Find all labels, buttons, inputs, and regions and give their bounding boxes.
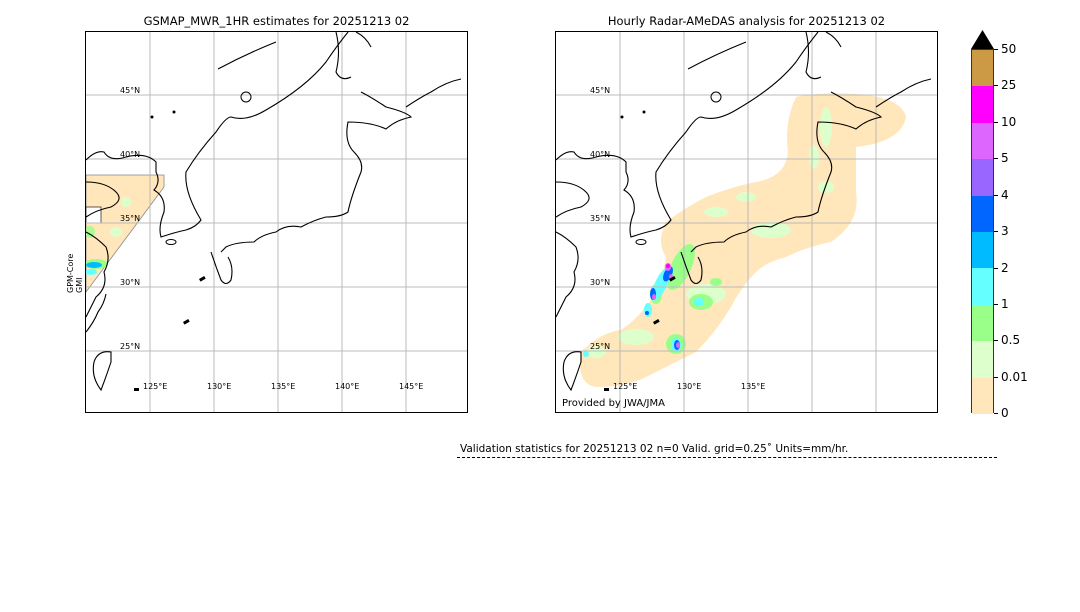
data-provider-credit: Provided by JWA/JMA <box>562 398 665 409</box>
right-lat-label-45: 45°N <box>590 86 611 95</box>
right-lat-label-35: 35°N <box>590 214 611 223</box>
colorbar-tick-2: 2 <box>994 261 1009 275</box>
left-lon-label-125: 125°E <box>143 382 168 391</box>
left-map-title: GSMAP_MWR_1HR estimates for 20251213 02 <box>143 14 410 28</box>
colorbar-tick-50: 50 <box>994 42 1016 56</box>
right-lon-label-130: 130°E <box>677 382 702 391</box>
left-lon-label-140: 140°E <box>335 382 360 391</box>
colorbar-seg-10-25 <box>972 86 993 123</box>
colorbar-seg-05-1 <box>972 304 993 342</box>
right-map-graphic <box>556 32 937 412</box>
left-lon-label-130: 130°E <box>207 382 232 391</box>
satellite-label-line2: GMI <box>75 277 84 293</box>
colorbar-seg-0-001 <box>972 377 993 414</box>
left-lon-label-145: 145°E <box>399 382 424 391</box>
colorbar <box>971 49 994 414</box>
colorbar-tick-0.01: 0.01 <box>994 370 1028 384</box>
satellite-label-line1: GPM-Core <box>66 253 75 293</box>
right-lat-label-25: 25°N <box>590 342 611 351</box>
right-map-title: Hourly Radar-AMeDAS analysis for 2025121… <box>607 14 886 28</box>
left-lat-label-30: 30°N <box>120 278 141 287</box>
right-map: 45°N 40°N 35°N 30°N 25°N 125°E 130°E 135… <box>555 31 938 413</box>
colorbar-seg-1-2 <box>972 268 993 305</box>
colorbar-extend-arrow <box>971 30 994 49</box>
left-lat-label-40: 40°N <box>120 150 141 159</box>
colorbar-seg-001-05 <box>972 341 993 378</box>
right-lon-label-125: 125°E <box>613 382 638 391</box>
validation-statistics: Validation statistics for 20251213 02 n=… <box>460 443 849 455</box>
colorbar-tick-0.5: 0.5 <box>994 333 1020 347</box>
left-lat-label-25: 25°N <box>120 342 141 351</box>
validation-dashed-line <box>457 457 997 458</box>
left-lat-label-45: 45°N <box>120 86 141 95</box>
colorbar-tick-4: 4 <box>994 188 1009 202</box>
colorbar-tick-0: 0 <box>994 406 1009 420</box>
colorbar-seg-4-5 <box>972 159 993 196</box>
right-lat-label-30: 30°N <box>590 278 611 287</box>
right-lon-label-135: 135°E <box>741 382 766 391</box>
left-lon-label-135: 135°E <box>271 382 296 391</box>
colorbar-seg-5-10 <box>972 122 993 160</box>
colorbar-tick-10: 10 <box>994 115 1016 129</box>
left-map: 45°N 40°N 35°N 30°N 25°N 125°E 130°E 135… <box>85 31 468 413</box>
colorbar-tick-25: 25 <box>994 78 1016 92</box>
colorbar-seg-3-4 <box>972 195 993 232</box>
right-lat-label-40: 40°N <box>590 150 611 159</box>
colorbar-tick-5: 5 <box>994 151 1009 165</box>
satellite-label: GPM-Core GMI <box>66 254 84 293</box>
colorbar-seg-25-50 <box>972 50 993 87</box>
left-lat-label-35: 35°N <box>120 214 141 223</box>
colorbar-tick-3: 3 <box>994 224 1009 238</box>
left-map-graphic <box>86 32 467 412</box>
colorbar-seg-2-3 <box>972 232 993 269</box>
colorbar-tick-1: 1 <box>994 297 1009 311</box>
